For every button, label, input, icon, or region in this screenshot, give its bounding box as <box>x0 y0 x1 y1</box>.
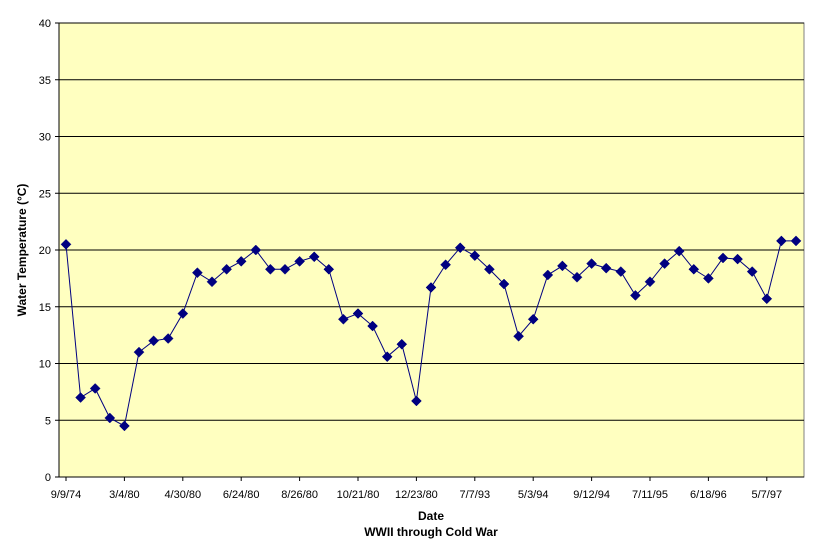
x-tick-label: 7/11/95 <box>632 489 668 501</box>
data-point-marker <box>119 420 130 432</box>
y-tick-label: 20 <box>39 245 51 257</box>
data-point-marker <box>454 242 466 254</box>
series-water-temperature <box>60 235 802 432</box>
x-tick-label: 5/3/94 <box>518 489 549 501</box>
data-point-marker <box>469 250 481 262</box>
data-point-marker <box>688 263 700 275</box>
data-point-marker <box>411 395 422 407</box>
data-point-marker <box>352 308 364 319</box>
x-axis-subtitle: WWII through Cold War <box>364 525 498 539</box>
y-tick-label: 10 <box>39 359 51 371</box>
data-point-marker <box>235 255 247 267</box>
data-point-marker <box>615 266 627 277</box>
data-point-marker <box>513 330 524 342</box>
x-tick-label: 4/30/80 <box>164 489 201 501</box>
data-point-marker <box>133 346 145 358</box>
data-point-marker <box>659 258 670 269</box>
data-point-marker <box>148 335 159 347</box>
y-tick-label: 15 <box>39 302 51 314</box>
data-point-marker <box>250 244 262 256</box>
data-point-marker <box>279 263 291 275</box>
data-point-marker <box>600 262 612 274</box>
x-tick-label: 5/7/97 <box>752 489 783 501</box>
x-tick-label: 6/24/80 <box>223 489 260 501</box>
x-tick-label: 9/9/74 <box>51 489 82 501</box>
data-point-marker <box>644 276 656 288</box>
data-point-marker <box>571 271 583 283</box>
data-point-marker <box>717 252 729 264</box>
y-tick-label: 35 <box>39 75 51 87</box>
gridlines <box>59 22 804 421</box>
data-point-marker <box>338 313 349 325</box>
data-point-marker <box>265 263 276 275</box>
y-axis-title: Water Temperature (°C) <box>15 184 29 317</box>
x-tick-label: 6/18/96 <box>690 489 727 501</box>
data-point-marker <box>542 269 554 281</box>
y-tick-label: 0 <box>45 472 51 484</box>
data-point-marker <box>75 392 86 403</box>
y-tick-label: 25 <box>39 188 51 200</box>
x-axis-ticks: 9/9/74 3/4/80 4/30/80 6/24/80 8/26/80 10/21/8… <box>51 477 782 501</box>
y-axis-ticks: 0 5 10 15 20 25 30 35 40 <box>39 18 59 484</box>
data-point-marker <box>440 259 451 271</box>
y-tick-label: 40 <box>39 18 51 30</box>
data-point-marker <box>104 412 116 424</box>
data-point-marker <box>192 267 203 279</box>
x-tick-label: 10/21/80 <box>337 489 380 501</box>
y-tick-label: 30 <box>39 132 51 144</box>
data-point-marker <box>221 263 232 275</box>
data-point-marker <box>761 293 773 305</box>
data-point-marker <box>776 235 787 247</box>
data-point-marker <box>630 290 641 301</box>
data-point-marker <box>425 282 437 293</box>
data-point-marker <box>557 260 568 272</box>
data-point-marker <box>498 278 510 290</box>
data-point-marker <box>673 245 685 257</box>
data-point-marker <box>294 255 305 267</box>
x-tick-label: 9/12/94 <box>573 489 610 501</box>
data-point-marker <box>396 338 408 350</box>
data-point-marker <box>381 351 393 363</box>
data-point-marker <box>323 263 335 275</box>
y-tick-label: 5 <box>45 415 51 427</box>
x-axis-title: Date <box>418 509 444 523</box>
data-point-marker <box>89 383 101 394</box>
data-point-marker <box>703 273 714 284</box>
data-point-marker <box>308 251 320 263</box>
data-point-marker <box>177 308 189 319</box>
x-tick-label: 3/4/80 <box>109 489 140 501</box>
x-tick-label: 8/26/80 <box>281 489 318 501</box>
data-point-marker <box>367 320 378 332</box>
x-tick-label: 12/23/80 <box>395 489 438 501</box>
data-point-marker <box>746 266 758 277</box>
data-point-marker <box>60 238 72 250</box>
data-point-marker <box>206 276 218 288</box>
data-point-marker <box>586 258 597 269</box>
x-tick-label: 7/7/93 <box>460 489 491 501</box>
data-point-marker <box>732 253 743 265</box>
data-point-marker <box>484 263 495 275</box>
data-point-marker <box>162 333 174 344</box>
data-point-marker <box>790 235 802 247</box>
data-point-marker <box>527 313 539 325</box>
